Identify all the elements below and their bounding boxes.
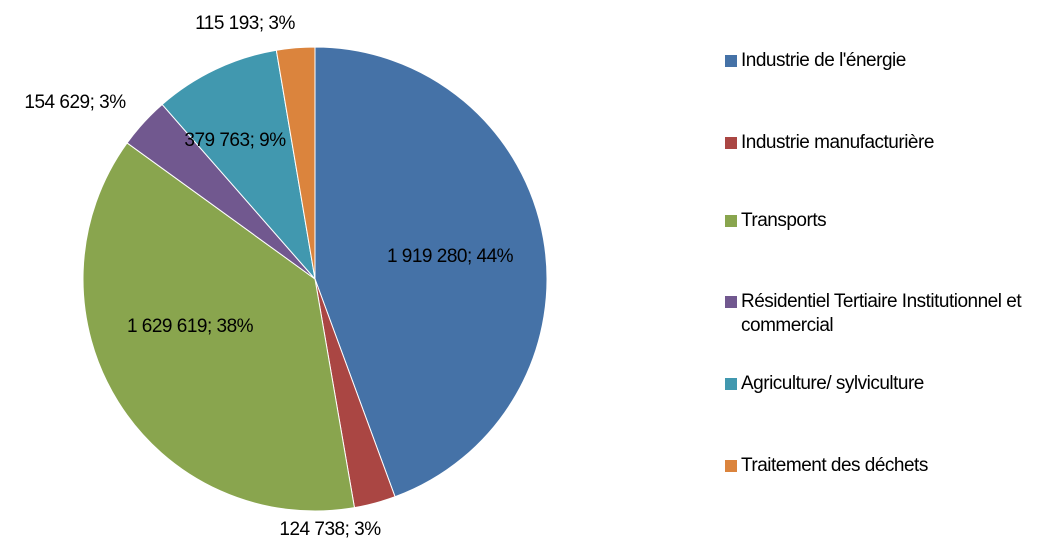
legend-item: Résidentiel Tertiaire Institutionnel et … [725, 290, 1055, 338]
legend-item: Agriculture/ sylviculture [725, 372, 1055, 396]
legend-swatch [725, 215, 737, 227]
pie-slice [275, 46, 316, 280]
legend-label: Résidentiel Tertiaire Institutionnel et … [741, 291, 1022, 336]
legend-label: Transports [741, 210, 827, 231]
legend-item: Transports [725, 209, 1055, 233]
legend-label: Traitement des déchets [741, 455, 928, 476]
data-label: 124 738; 3% [279, 519, 381, 540]
legend-item: Industrie de l'énergie [725, 49, 1055, 73]
legend-swatch [725, 296, 737, 308]
legend-label: Industrie de l'énergie [741, 50, 906, 71]
legend-swatch [725, 460, 737, 472]
legend-swatch [725, 378, 737, 390]
data-label: 154 629; 3% [24, 92, 126, 113]
data-label: 1 629 619; 38% [126, 316, 254, 337]
data-label: 1 919 280; 44% [386, 246, 514, 267]
legend-item: Industrie manufacturière [725, 131, 1055, 155]
pie-slice [82, 142, 356, 512]
legend-label: Industrie manufacturière [741, 132, 934, 153]
legend-swatch [725, 137, 737, 149]
legend-label: Agriculture/ sylviculture [741, 373, 924, 394]
legend-item: Traitement des déchets [725, 454, 1055, 478]
data-label: 379 763; 9% [184, 130, 286, 151]
data-label: 115 193; 3% [195, 13, 295, 34]
pie-slice [314, 46, 548, 498]
legend-swatch [725, 55, 737, 67]
pie-slice [161, 49, 316, 281]
